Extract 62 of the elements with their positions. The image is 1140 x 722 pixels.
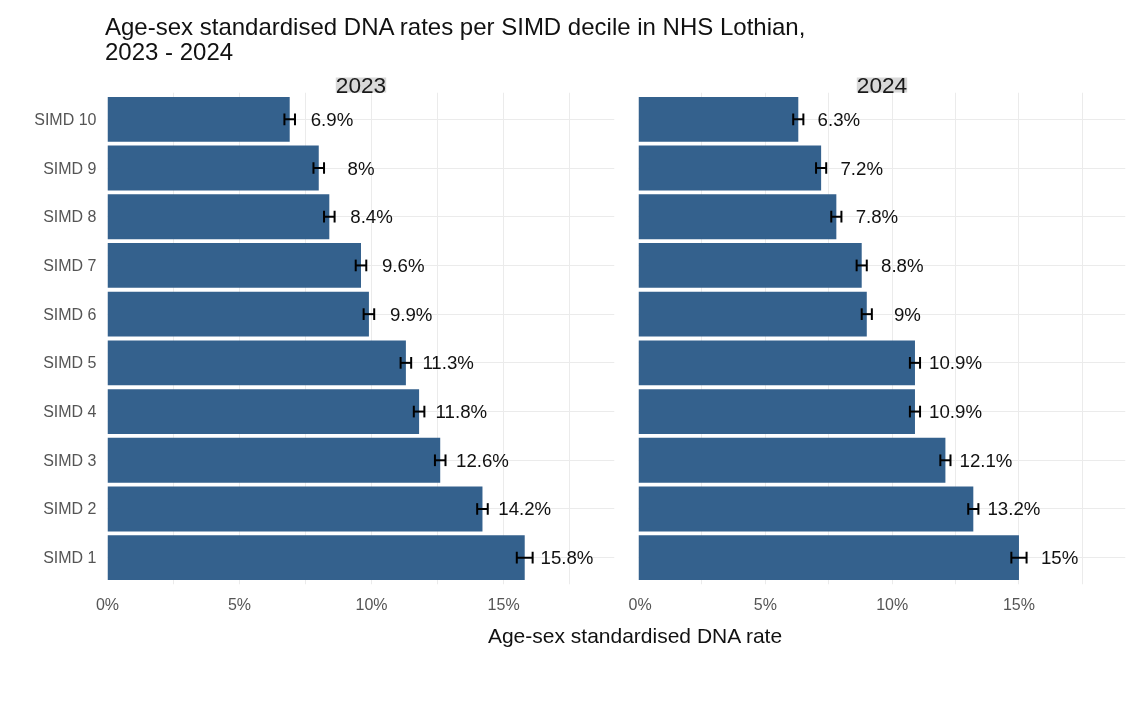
data-label: 10.9% [929,352,983,374]
x-tick-label: 10% [355,595,388,613]
bar [638,243,862,289]
data-label: 13.2% [987,498,1041,520]
data-label: 12.1% [959,450,1013,472]
y-tick-label: SIMD 2 [43,500,97,518]
x-tick-label: 0% [95,595,120,613]
bar [107,243,361,289]
data-label: 14.2% [498,498,552,520]
bar [107,292,369,337]
y-tick-label: SIMD 6 [43,306,97,324]
data-label: 10.9% [929,401,983,423]
x-tick-label: 15% [1002,595,1035,613]
data-label: 8% [347,157,375,179]
bar [638,97,799,143]
x-axis-title: Age-sex standardised DNA rate [487,623,783,650]
chart-subtitle: 2024 [856,71,908,98]
data-label: 9.6% [381,255,425,277]
bar [107,486,483,532]
bar [638,292,867,337]
bar [107,535,525,581]
bar [638,486,974,532]
y-tick-label: SIMD 5 [43,354,97,372]
data-label: 6.9% [310,109,354,131]
chart-subtitle: 2023 [335,71,387,98]
data-label: 15% [1040,547,1079,569]
x-tick-label: 15% [487,595,520,613]
data-label: 9.9% [389,304,433,326]
data-label: 6.3% [817,109,861,131]
data-label: 9% [893,304,921,326]
bar [638,194,837,240]
y-tick-label: SIMD 3 [43,452,97,470]
data-label: 7.2% [840,157,883,179]
bar [638,145,822,191]
data-label: 15.8% [540,547,594,569]
bar [638,340,915,386]
y-tick-label: SIMD 7 [43,257,97,275]
bar [107,340,406,386]
y-tick-label: SIMD 8 [43,208,97,226]
bar [107,389,420,435]
data-label: 8.4% [350,206,393,228]
bar [107,97,290,143]
bar [638,389,915,435]
x-tick-label: 10% [876,595,909,613]
y-tick-label: SIMD 1 [43,549,97,567]
data-label: 11.3% [422,352,474,374]
data-label: 11.8% [435,401,488,423]
data-label: 12.6% [456,450,509,472]
bar [638,535,1019,581]
data-label: 7.8% [855,206,899,228]
bar [107,438,441,484]
bar [107,194,330,240]
bar [638,438,946,484]
y-tick-label: SIMD 9 [43,159,97,177]
y-tick-label: SIMD 4 [43,403,97,421]
x-tick-label: 5% [227,595,252,613]
data-label: 8.8% [881,255,924,277]
y-tick-label: SIMD 10 [34,111,97,129]
bar [107,145,319,191]
x-tick-label: 5% [753,595,777,613]
chart-title: Age-sex standardised DNA rates per SIMD decile in NHS Lothian, 2023 - 2024 [105,13,807,66]
x-tick-label: 0% [628,595,652,613]
